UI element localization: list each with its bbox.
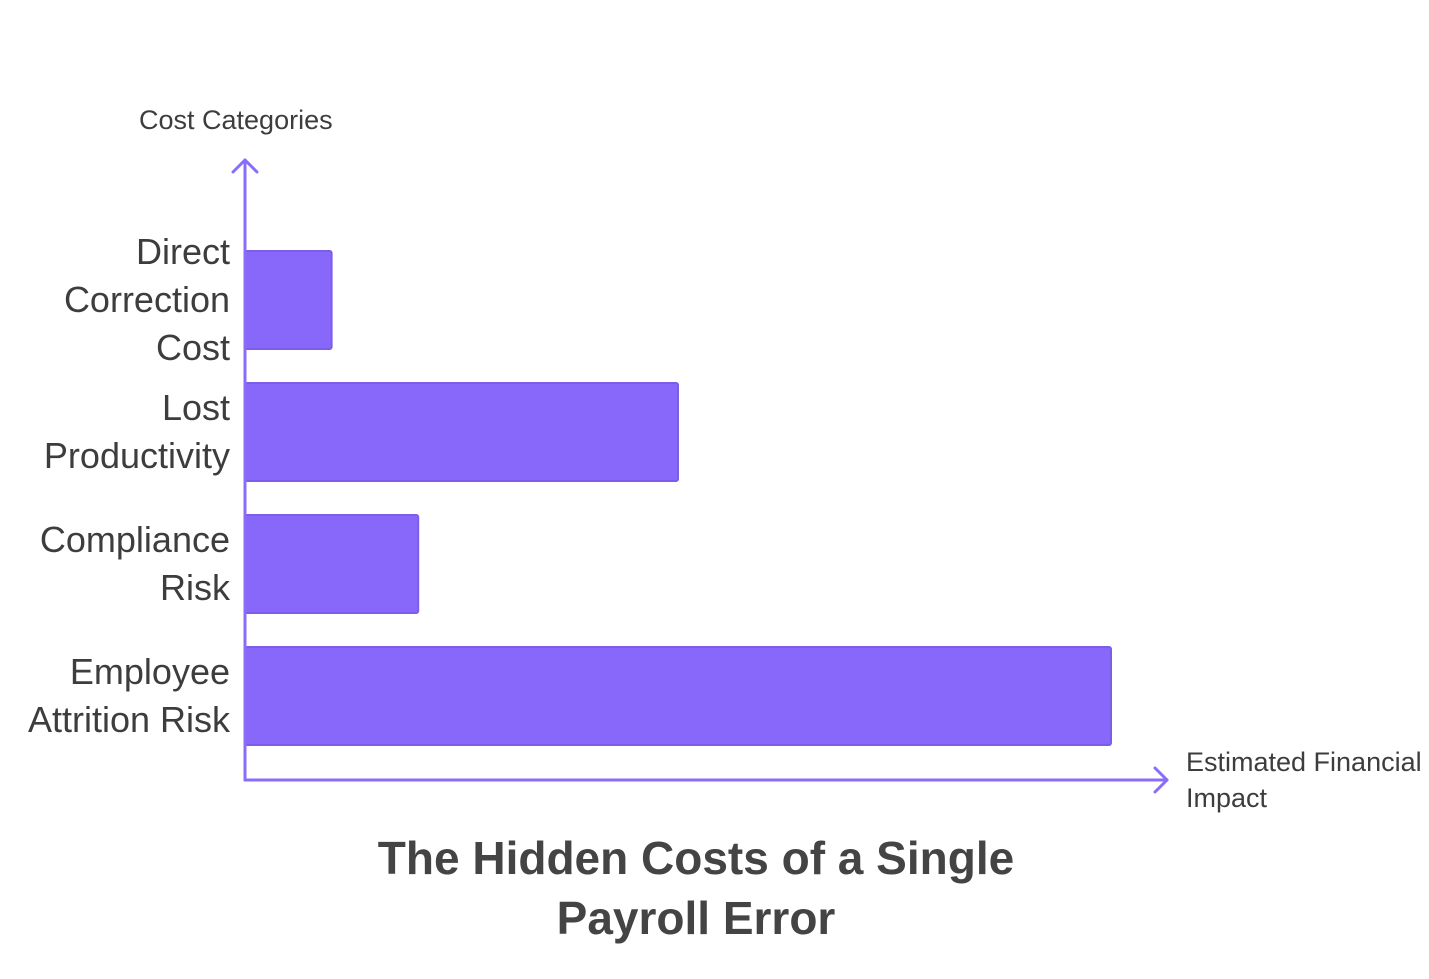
- x-axis-label: Estimated Financial Impact: [1186, 747, 1422, 813]
- category-label: Compliance Risk: [39, 519, 230, 608]
- bar-compliance-risk: [244, 514, 420, 614]
- x-axis-arrow-icon: [1153, 766, 1169, 794]
- category-label: Direct Correction Cost: [63, 231, 230, 368]
- y-axis-arrow-icon: [231, 158, 259, 174]
- category-label: Lost Productivity: [43, 387, 230, 476]
- y-axis-label: Cost Categories: [139, 105, 333, 135]
- bar-lost-productivity: [244, 382, 679, 482]
- category-label: Employee Attrition Risk: [27, 651, 230, 740]
- bar-employee-attrition-risk: [244, 646, 1112, 746]
- chart-title: The Hidden Costs of a Single Payroll Err…: [377, 832, 1015, 944]
- bar-direct-correction-cost: [244, 250, 333, 350]
